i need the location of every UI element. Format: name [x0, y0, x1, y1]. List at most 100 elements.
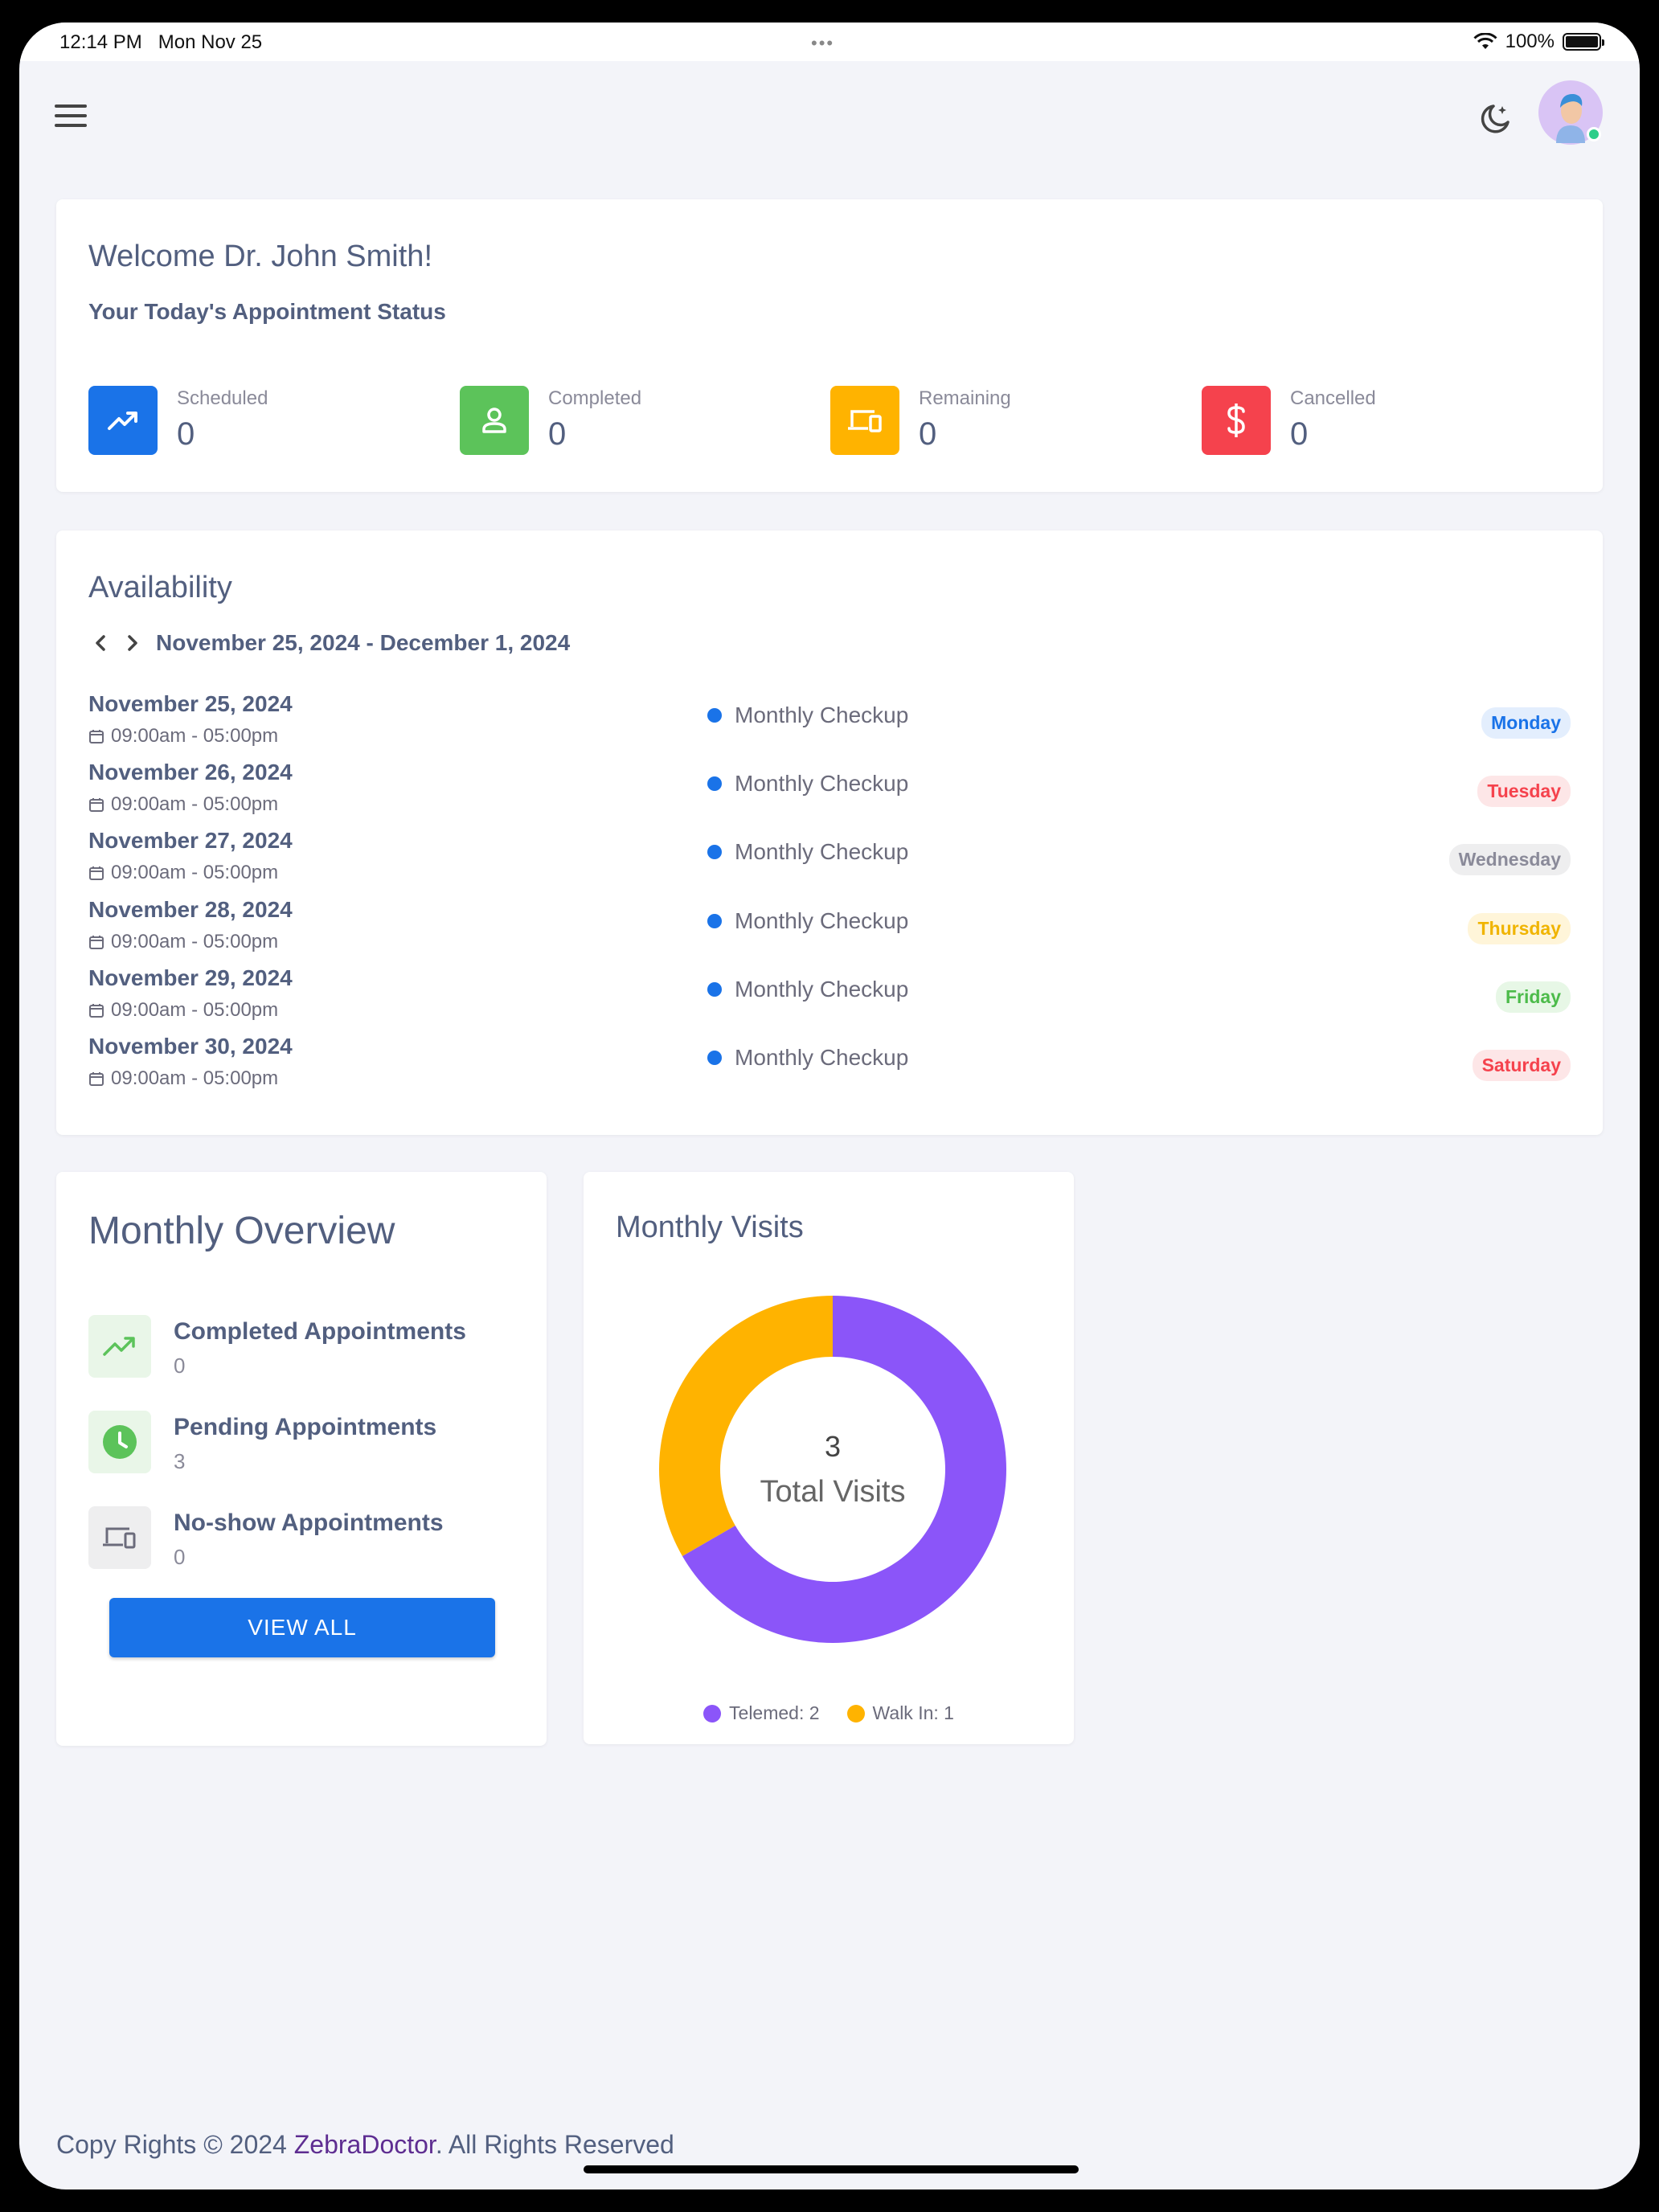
day-badge: Thursday	[1468, 912, 1571, 944]
event-dot	[707, 981, 722, 997]
donut-center: 3 Total Visits	[656, 1292, 1010, 1646]
availability-time: 09:00am - 05:00pm	[88, 931, 278, 953]
availability-date: November 26, 2024	[88, 760, 293, 785]
availability-event[interactable]: Monthly Checkup	[707, 771, 908, 797]
online-status-dot	[1587, 127, 1601, 141]
calendar-icon	[89, 798, 104, 813]
multitask-dots[interactable]: •••	[811, 33, 835, 53]
availability-date: November 27, 2024	[88, 828, 293, 854]
chevron-right-icon[interactable]	[121, 631, 145, 655]
footer-prefix: Copy Rights © 2024	[56, 2130, 294, 2159]
home-indicator[interactable]	[584, 2165, 1079, 2173]
chevron-left-icon[interactable]	[88, 631, 113, 655]
stat-value: 0	[919, 416, 937, 452]
week-navigation: November 25, 2024 - December 1, 2024	[88, 630, 570, 656]
availability-event[interactable]: Monthly Checkup	[707, 908, 908, 934]
event-dot	[707, 1051, 722, 1065]
clock-icon	[88, 1411, 151, 1473]
stat-remaining[interactable]: Remaining 0	[830, 386, 1168, 458]
availability-card: Availability November 25, 2024 - Decembe…	[56, 530, 1603, 1135]
event-dot	[707, 776, 722, 792]
availability-event[interactable]: Monthly Checkup	[707, 1045, 908, 1071]
stat-label: Completed	[548, 387, 642, 409]
battery-icon	[1563, 33, 1604, 51]
availability-event-label: Monthly Checkup	[735, 1045, 909, 1070]
availability-time: 09:00am - 05:00pm	[88, 793, 278, 816]
availability-event-label: Monthly Checkup	[735, 839, 909, 865]
monthly-visits-card: Monthly Visits 3 Total Visits Telemed: 2…	[584, 1172, 1074, 1744]
availability-date: November 28, 2024	[88, 896, 293, 922]
overview-title: Monthly Overview	[88, 1210, 395, 1252]
event-dot	[707, 708, 722, 723]
availability-date: November 25, 2024	[88, 691, 293, 716]
trending-up-icon	[88, 386, 158, 455]
calendar-icon	[89, 1072, 104, 1086]
availability-row: November 26, 2024 09:00am - 05:00pm Monthl…	[88, 760, 1571, 828]
stat-label: Cancelled	[1290, 387, 1376, 409]
stat-cancelled[interactable]: Cancelled 0	[1202, 386, 1539, 458]
day-badge: Saturday	[1472, 1050, 1571, 1081]
availability-row: November 29, 2024 09:00am - 05:00pm Monthl…	[88, 965, 1571, 1034]
day-badge: Friday	[1495, 981, 1571, 1013]
overview-item-label: No-show Appointments	[174, 1509, 444, 1536]
chart-legend: Telemed: 2 Walk In: 1	[584, 1702, 1074, 1724]
availability-event[interactable]: Monthly Checkup	[707, 977, 908, 1002]
dollar-icon	[1202, 386, 1271, 455]
availability-event[interactable]: Monthly Checkup	[707, 703, 908, 728]
availability-row: November 28, 2024 09:00am - 05:00pm Monthl…	[88, 897, 1571, 965]
stat-completed[interactable]: Completed 0	[460, 386, 797, 458]
availability-time: 09:00am - 05:00pm	[88, 1067, 278, 1090]
status-time: 12:14 PM Mon Nov 25	[59, 31, 263, 53]
legend-label: Walk In: 1	[872, 1702, 954, 1723]
view-all-button[interactable]: VIEW ALL	[109, 1598, 495, 1657]
person-icon	[460, 386, 529, 455]
availability-time: 09:00am - 05:00pm	[88, 862, 278, 884]
overview-item-label: Completed Appointments	[174, 1318, 466, 1345]
availability-date: November 30, 2024	[88, 1034, 293, 1059]
overview-item-value: 3	[174, 1449, 186, 1473]
stat-label: Remaining	[919, 387, 1011, 409]
overview-item-label: Pending Appointments	[174, 1414, 437, 1440]
availability-time-text: 09:00am - 05:00pm	[111, 725, 279, 747]
availability-date: November 29, 2024	[88, 965, 293, 990]
day-badge: Wednesday	[1448, 844, 1571, 876]
donut-slice-walk-in[interactable]	[659, 1296, 833, 1556]
availability-event[interactable]: Monthly Checkup	[707, 839, 908, 865]
dark-mode-icon[interactable]	[1476, 100, 1514, 138]
donut-slice-telemed[interactable]	[682, 1296, 1006, 1643]
welcome-card: Welcome Dr. John Smith! Your Today's App…	[56, 199, 1603, 492]
day-badge: Monday	[1481, 707, 1571, 739]
user-avatar[interactable]	[1538, 80, 1603, 145]
devices-icon	[88, 1506, 151, 1569]
monthly-overview-card: Monthly Overview Completed Appointments …	[56, 1172, 547, 1746]
footer: Copy Rights © 2024 ZebraDoctor. All Righ…	[56, 2130, 674, 2160]
device-screen: 12:14 PM Mon Nov 25 ••• 100% Welcome Dr.…	[19, 23, 1640, 2189]
status-bar: 12:14 PM Mon Nov 25 ••• 100%	[19, 23, 1640, 61]
event-dot	[707, 913, 722, 928]
legend-swatch	[846, 1704, 865, 1722]
overview-item-no-show: No-show Appointments 0	[88, 1506, 522, 1571]
overview-item-completed: Completed Appointments 0	[88, 1315, 522, 1379]
legend-swatch	[703, 1704, 722, 1722]
wifi-icon	[1473, 33, 1497, 49]
legend-item-walk-in[interactable]: Walk In: 1	[846, 1702, 954, 1724]
devices-icon	[830, 386, 899, 455]
availability-time-text: 09:00am - 05:00pm	[111, 998, 279, 1021]
calendar-icon	[89, 1003, 104, 1018]
welcome-subtitle: Your Today's Appointment Status	[88, 299, 446, 324]
availability-time-text: 09:00am - 05:00pm	[111, 1067, 279, 1089]
stat-value: 0	[1290, 416, 1309, 452]
availability-row: November 25, 2024 09:00am - 05:00pm Monthl…	[88, 691, 1571, 760]
availability-event-label: Monthly Checkup	[735, 907, 909, 933]
footer-brand-link[interactable]: ZebraDoctor	[293, 2130, 436, 2159]
stat-scheduled[interactable]: Scheduled 0	[88, 386, 426, 458]
stat-value: 0	[177, 416, 195, 452]
availability-title: Availability	[88, 571, 232, 604]
menu-icon[interactable]	[55, 104, 87, 130]
availability-time-text: 09:00am - 05:00pm	[111, 862, 279, 884]
stat-label: Scheduled	[177, 387, 268, 409]
donut-total-value: 3	[824, 1429, 842, 1463]
legend-item-telemed[interactable]: Telemed: 2	[703, 1702, 820, 1724]
availability-event-label: Monthly Checkup	[735, 771, 909, 797]
calendar-icon	[89, 730, 104, 743]
